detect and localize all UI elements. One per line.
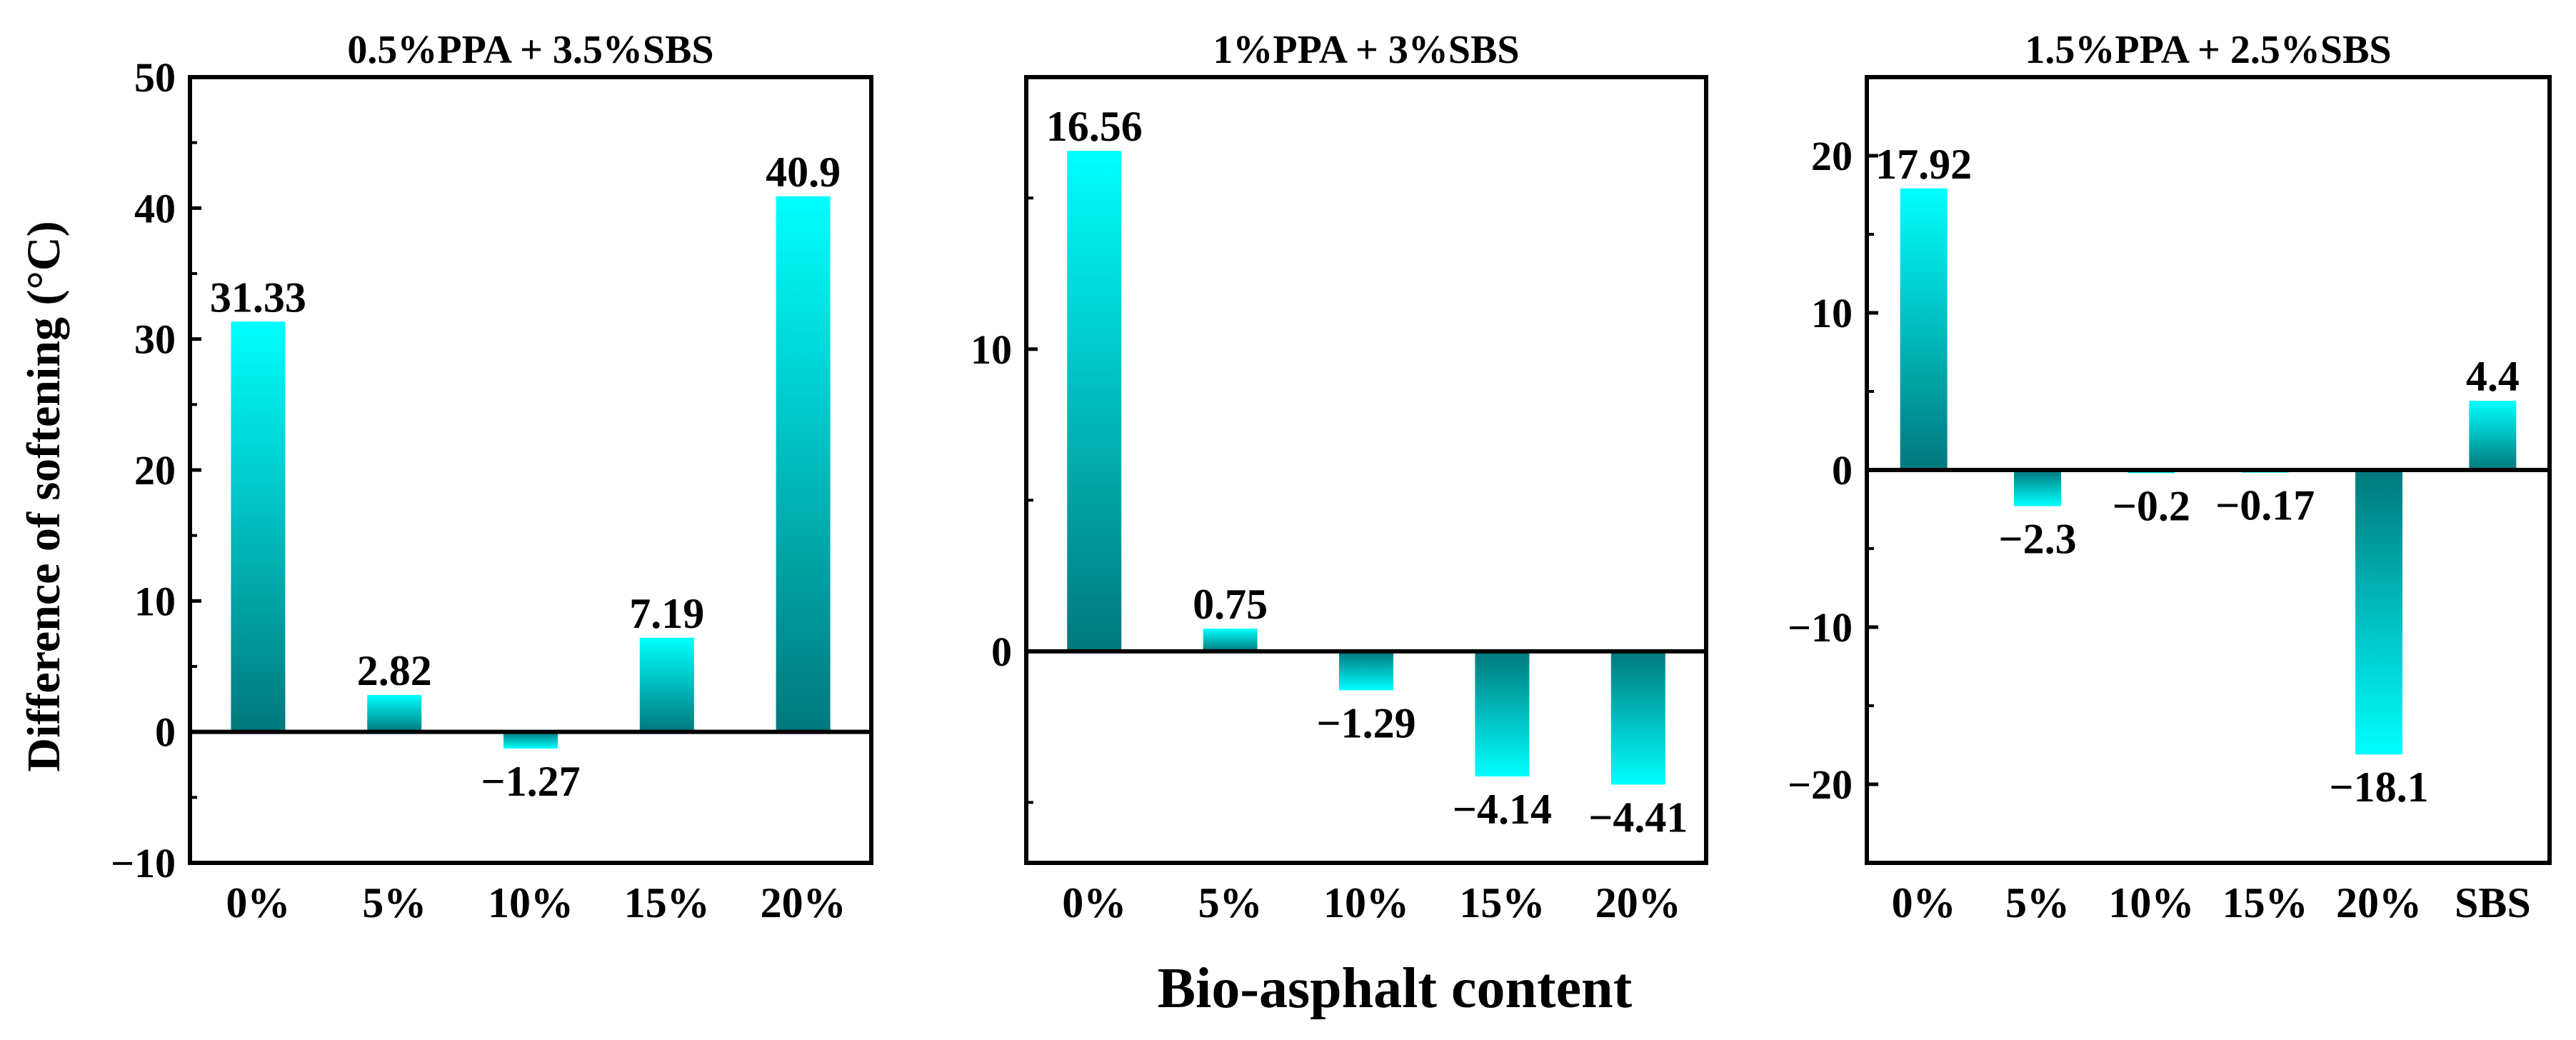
bar-5% — [367, 694, 422, 732]
x-axis-label: Bio-asphalt content — [1158, 957, 1633, 1020]
data-label: −0.2 — [2113, 482, 2190, 529]
x-tick-label: 10% — [2108, 879, 2194, 926]
y-tick-label: 20 — [1811, 133, 1853, 179]
y-tick-label: −20 — [1788, 761, 1853, 808]
x-tick-label: 0% — [226, 879, 290, 926]
bar-20% — [776, 196, 831, 732]
y-tick-label: 0 — [1832, 447, 1853, 494]
data-label: −2.3 — [1998, 516, 2076, 563]
chart-title: 1.5%PPA + 2.5%SBS — [2025, 28, 2391, 72]
x-tick-label: 5% — [362, 879, 426, 926]
data-label: −1.29 — [1316, 699, 1415, 746]
y-tick-label: 50 — [134, 54, 176, 101]
bar-10% — [503, 731, 558, 749]
bar-15% — [639, 637, 694, 732]
x-tick-label: 0% — [1062, 879, 1126, 926]
y-tick-label: 0 — [155, 709, 176, 756]
data-label: −4.41 — [1588, 794, 1688, 841]
x-tick-label: 15% — [624, 879, 710, 926]
plot-frame — [1024, 75, 1708, 865]
data-label: 40.9 — [766, 149, 841, 196]
y-tick-label: 10 — [971, 326, 1012, 373]
bar-5% — [1203, 629, 1258, 651]
bar-0% — [1067, 151, 1122, 651]
data-label: −1.27 — [481, 758, 580, 805]
chart-panel-1: 0.5%PPA + 3.5%SBS 31.33 2.82 −1.27 7.19 40.9 −… — [111, 28, 873, 926]
y-tick-label: −10 — [111, 840, 176, 886]
chart-panel-3: 1.5%PPA + 2.5%SBS 17.92 −2.3 −0.2 −0.17 −18.1… — [1788, 28, 2552, 926]
y-tick-label: 10 — [134, 578, 176, 624]
data-label: 4.4 — [2466, 353, 2520, 400]
y-axis-label: Difference of softening (°C) — [18, 221, 70, 771]
x-tick-label: 20% — [1595, 879, 1681, 926]
data-label: 7.19 — [629, 590, 704, 637]
x-tick-label: 15% — [2222, 879, 2308, 926]
bar-SBS — [2469, 401, 2517, 470]
y-tick-label: 10 — [1811, 290, 1853, 336]
data-label: 2.82 — [357, 647, 432, 694]
y-tick-label: −10 — [1788, 604, 1853, 651]
y-tick-label: 0 — [991, 629, 1012, 675]
chart-panel-2: 1%PPA + 3%SBS 16.56 0.75 −1.29 −4.14 −4.41 0 10… — [971, 28, 1708, 926]
x-tick-label: 5% — [2005, 879, 2070, 926]
bar-10% — [1339, 651, 1393, 691]
data-label: −0.17 — [2215, 482, 2315, 529]
bar-5% — [2014, 470, 2061, 506]
x-tick-label: 20% — [2336, 879, 2422, 926]
x-tick-label: 15% — [1459, 879, 1545, 926]
data-label: 31.33 — [210, 274, 306, 321]
bar-20% — [1610, 651, 1665, 785]
bar-15% — [1475, 651, 1530, 776]
y-tick-label: 40 — [134, 185, 176, 231]
x-tick-label: 0% — [1892, 879, 1956, 926]
data-label: 0.75 — [1193, 581, 1268, 628]
chart-title: 1%PPA + 3%SBS — [1213, 28, 1519, 72]
bar-20% — [2355, 470, 2402, 755]
bar-0% — [1900, 188, 1948, 470]
data-label: −4.14 — [1453, 786, 1552, 833]
x-tick-label: 10% — [1323, 879, 1409, 926]
x-tick-label: 5% — [1198, 879, 1263, 926]
data-label: 17.92 — [1875, 141, 1972, 188]
chart-title: 0.5%PPA + 3.5%SBS — [347, 28, 713, 72]
data-label: 16.56 — [1046, 103, 1143, 150]
x-tick-label: 10% — [488, 879, 573, 926]
y-tick-label: 30 — [134, 316, 176, 363]
y-tick-label: 20 — [134, 447, 176, 494]
x-tick-label: 20% — [761, 879, 846, 926]
data-label: −18.1 — [2329, 764, 2428, 811]
x-tick-label: SBS — [2455, 879, 2531, 926]
bar-0% — [231, 321, 286, 732]
